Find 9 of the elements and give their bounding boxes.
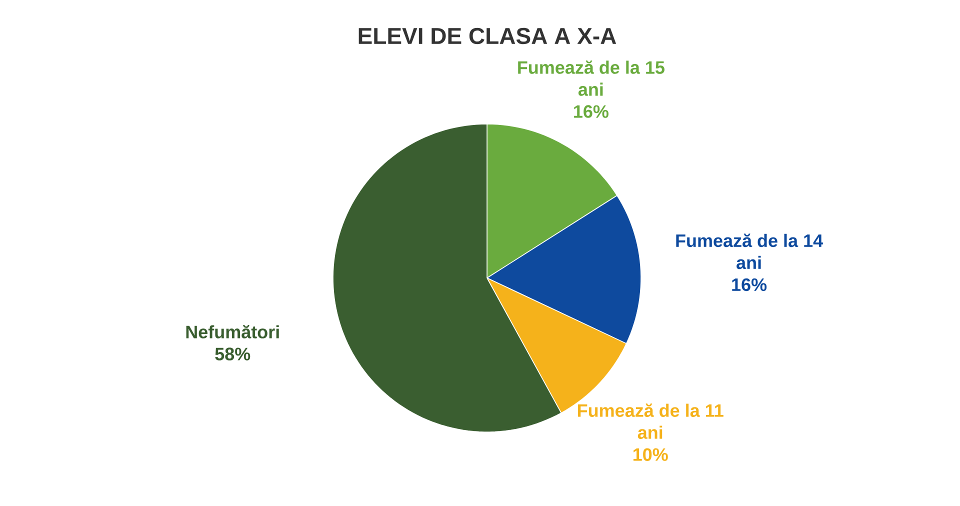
chart-title: ELEVI DE CLASA A X-A xyxy=(358,28,616,44)
data-label: 10% xyxy=(633,448,668,461)
slice-label: Fumează de la 14 ani xyxy=(676,234,823,270)
data-label: 58% xyxy=(215,348,250,360)
slice-label: Fumează de la 11 ani xyxy=(578,404,724,439)
slice-label: Nefumători xyxy=(186,325,279,338)
data-label: 16% xyxy=(732,278,767,292)
data-label: 16% xyxy=(574,105,608,118)
slice-label: Fumează de la 15 ani xyxy=(518,60,664,96)
